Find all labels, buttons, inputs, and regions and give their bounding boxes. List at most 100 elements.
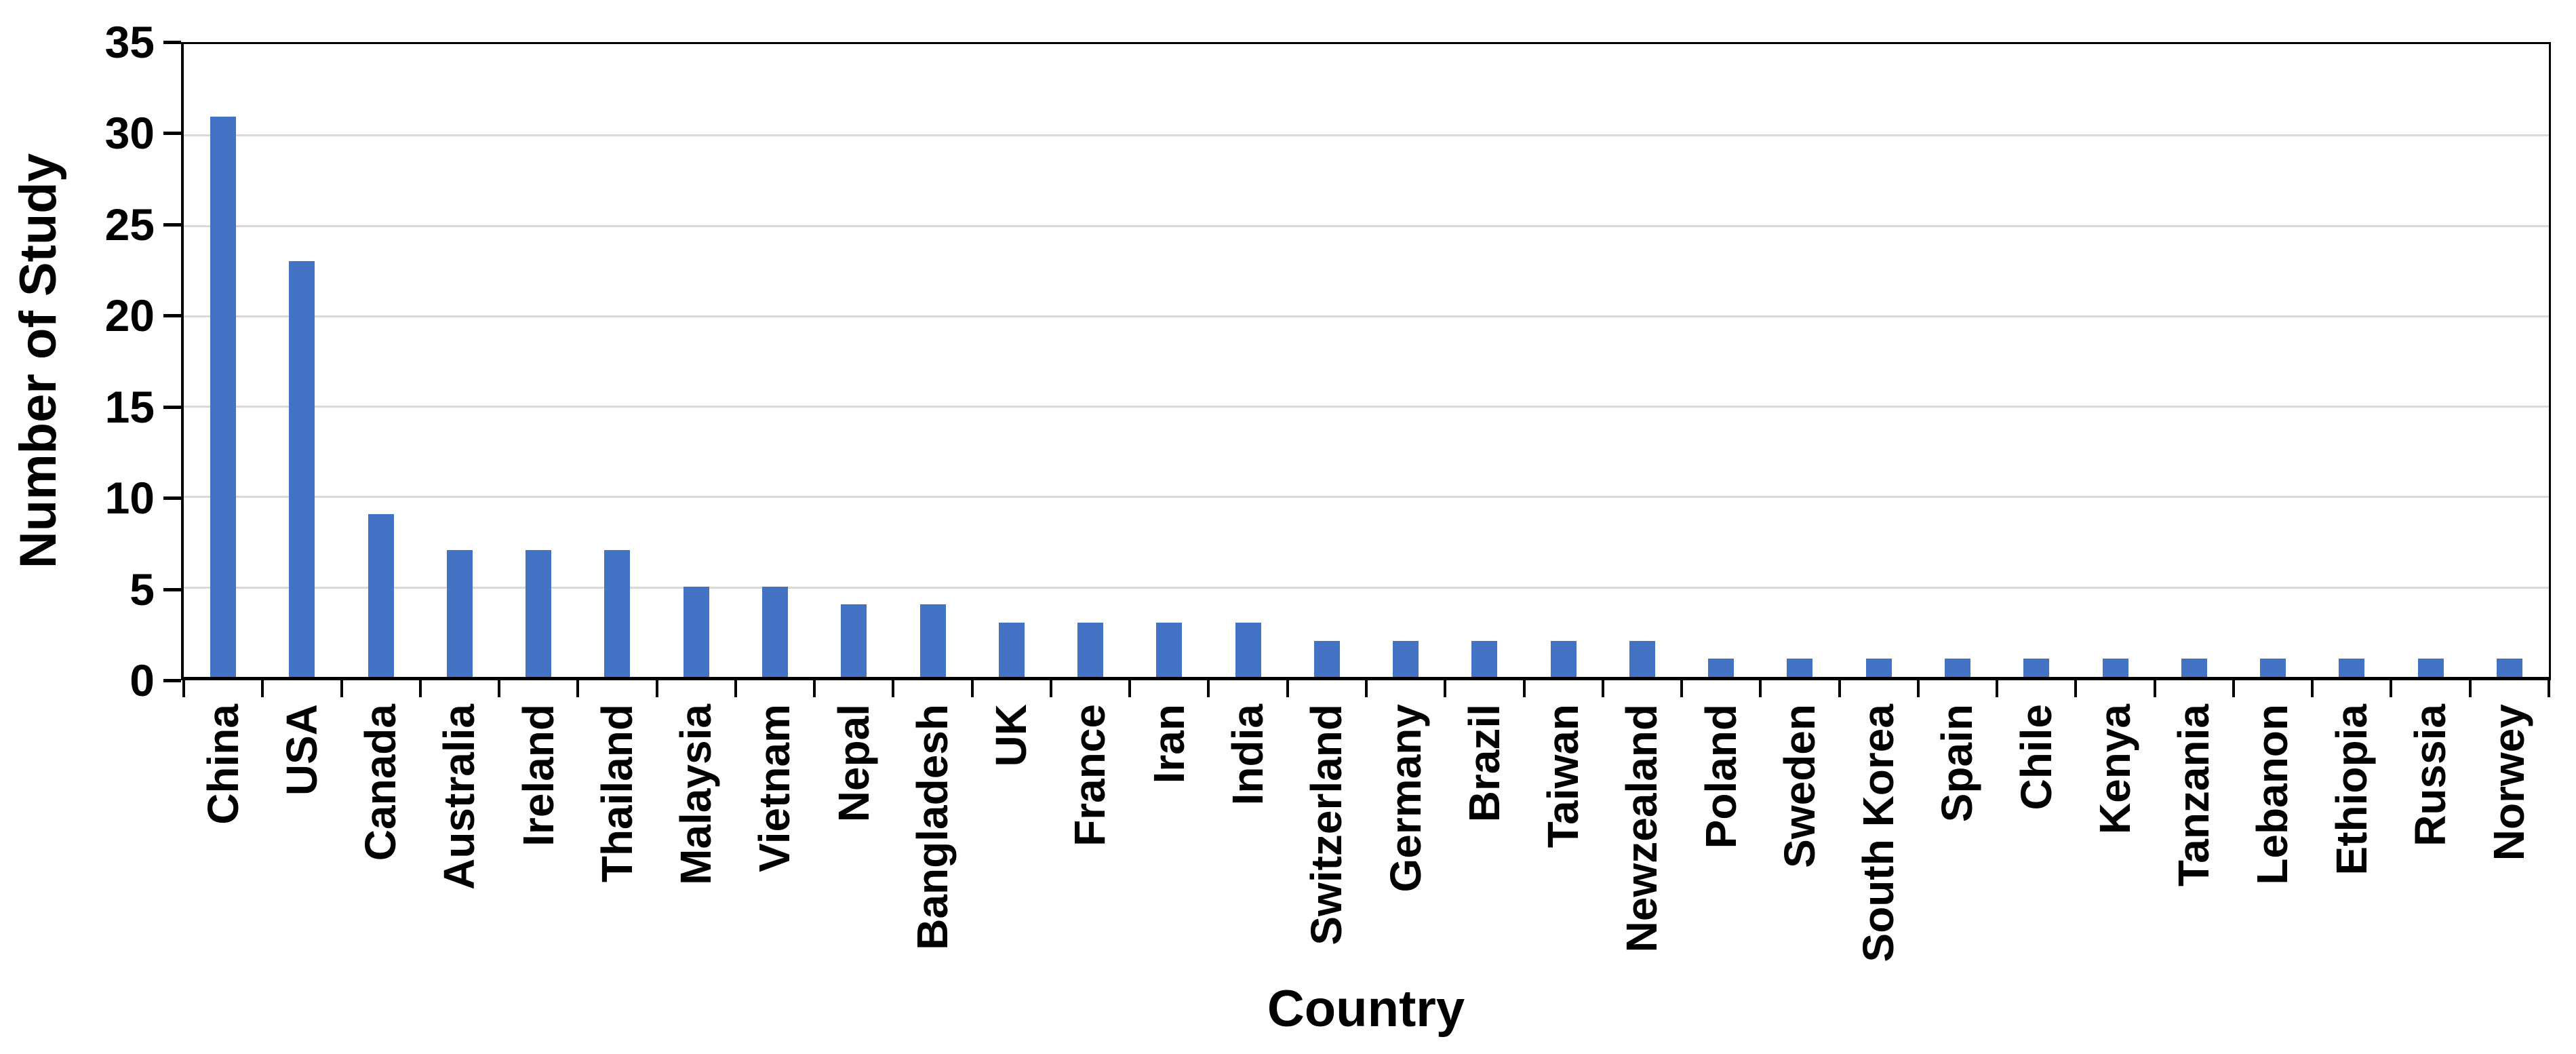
x-category-label-text: Vietnam bbox=[750, 704, 799, 872]
bar-slot-taiwan bbox=[1524, 44, 1603, 677]
bar-newzealand bbox=[1629, 640, 1655, 677]
bar-slot-ireland bbox=[499, 44, 578, 677]
bar-india bbox=[1235, 623, 1261, 677]
bar-lebanon bbox=[2260, 659, 2286, 677]
x-tick-mark-29 bbox=[2468, 679, 2472, 697]
y-tick-mark-5 bbox=[163, 587, 181, 591]
x-category-label-text: Brazil bbox=[1459, 704, 1509, 823]
x-category-label-text: Poland bbox=[1696, 704, 1745, 849]
x-axis-title: Country bbox=[1267, 980, 1465, 1038]
x-category-label-china: China bbox=[184, 704, 262, 989]
x-tick-mark-5 bbox=[576, 679, 580, 697]
gridline-5 bbox=[184, 586, 2549, 589]
x-category-label-text: India bbox=[1223, 704, 1272, 806]
gridline-10 bbox=[184, 496, 2549, 499]
bar-sweden bbox=[1787, 659, 1813, 677]
bar-slot-sweden bbox=[1760, 44, 1839, 677]
bar-france bbox=[1077, 623, 1104, 677]
x-tick-mark-20 bbox=[1759, 679, 1762, 697]
y-tick-mark-10 bbox=[163, 496, 181, 501]
x-category-label-text: Taiwan bbox=[1539, 704, 1588, 848]
x-tick-mark-22 bbox=[1916, 679, 1920, 697]
x-category-label-text: Germany bbox=[1381, 704, 1430, 893]
x-tick-mark-28 bbox=[2390, 679, 2393, 697]
y-tick-mark-30 bbox=[163, 132, 181, 136]
bar-ireland bbox=[526, 550, 552, 677]
x-category-label-canada: Canada bbox=[342, 704, 420, 989]
y-tick-mark-0 bbox=[163, 679, 181, 682]
x-category-label-text: Sweden bbox=[1775, 704, 1824, 868]
bar-slot-china bbox=[184, 44, 262, 677]
x-category-label-russia: Russia bbox=[2391, 704, 2470, 989]
x-category-label-text: Malaysia bbox=[671, 704, 721, 885]
bar-norwey bbox=[2496, 659, 2522, 677]
y-tick-mark-35 bbox=[163, 41, 181, 44]
plot-area bbox=[181, 42, 2551, 680]
x-tick-mark-18 bbox=[1601, 679, 1604, 697]
bar-slot-south-korea bbox=[1840, 44, 1918, 677]
bar-slot-norwey bbox=[2470, 44, 2549, 677]
bar-slot-vietnam bbox=[736, 44, 814, 677]
bar-iran bbox=[1156, 623, 1183, 677]
x-category-label-text: Australia bbox=[435, 704, 484, 890]
bar-slot-canada bbox=[342, 44, 420, 677]
x-tick-mark-19 bbox=[1680, 679, 1684, 697]
x-category-label-text: China bbox=[198, 704, 247, 825]
bar-uk bbox=[998, 623, 1025, 677]
y-tick-label-25: 25 bbox=[104, 199, 155, 250]
bar-poland bbox=[1708, 659, 1735, 677]
bar-chile bbox=[2023, 659, 2050, 677]
x-tick-mark-26 bbox=[2232, 679, 2235, 697]
x-tick-mark-14 bbox=[1286, 679, 1289, 697]
x-category-label-usa: USA bbox=[262, 704, 341, 989]
x-tick-mark-30 bbox=[2548, 679, 2550, 697]
x-tick-mark-21 bbox=[1838, 679, 1841, 697]
bar-slot-bangladesh bbox=[893, 44, 972, 677]
x-category-label-iran: Iran bbox=[1130, 704, 1208, 989]
bar-bangladesh bbox=[919, 604, 946, 677]
bar-germany bbox=[1393, 640, 1419, 677]
gridline-25 bbox=[184, 225, 2549, 227]
x-category-label-vietnam: Vietnam bbox=[736, 704, 814, 989]
x-category-label-brazil: Brazil bbox=[1445, 704, 1524, 989]
x-category-label-text: Newzealand bbox=[1617, 704, 1667, 953]
x-category-label-text: Switzerland bbox=[1302, 704, 1351, 945]
x-category-label-tanzania: Tanzania bbox=[2155, 704, 2234, 989]
x-category-label-malaysia: Malaysia bbox=[657, 704, 736, 989]
bar-slot-usa bbox=[262, 44, 341, 677]
bar-slot-iran bbox=[1130, 44, 1208, 677]
x-category-label-text: Ireland bbox=[513, 704, 563, 846]
x-category-label-taiwan: Taiwan bbox=[1524, 704, 1603, 989]
bar-slot-nepal bbox=[814, 44, 893, 677]
bars-layer bbox=[184, 44, 2549, 677]
x-tick-mark-8 bbox=[813, 679, 816, 697]
bar-kenya bbox=[2102, 659, 2128, 677]
x-category-label-uk: UK bbox=[972, 704, 1051, 989]
y-tick-label-30: 30 bbox=[104, 108, 155, 159]
x-tick-mark-10 bbox=[970, 679, 974, 697]
x-tick-mark-9 bbox=[892, 679, 895, 697]
x-tick-mark-15 bbox=[1365, 679, 1368, 697]
x-category-label-text: Chile bbox=[2011, 704, 2061, 811]
x-category-label-norwey: Norwey bbox=[2470, 704, 2549, 989]
x-category-label-ireland: Ireland bbox=[499, 704, 578, 989]
y-tick-label-5: 5 bbox=[130, 564, 155, 614]
bar-nepal bbox=[841, 604, 867, 677]
bar-slot-ethiopia bbox=[2312, 44, 2391, 677]
bar-china bbox=[210, 116, 237, 677]
x-category-label-switzerland: Switzerland bbox=[1288, 704, 1366, 989]
x-category-label-australia: Australia bbox=[420, 704, 499, 989]
x-tick-mark-16 bbox=[1444, 679, 1447, 697]
bar-slot-switzerland bbox=[1288, 44, 1366, 677]
bar-thailand bbox=[604, 550, 631, 677]
x-category-label-lebanon: Lebanon bbox=[2234, 704, 2312, 989]
y-tick-label-0: 0 bbox=[130, 655, 155, 705]
y-tick-mark-15 bbox=[163, 405, 181, 409]
x-category-label-text: Tanzania bbox=[2169, 704, 2219, 887]
x-category-label-germany: Germany bbox=[1366, 704, 1445, 989]
bar-slot-russia bbox=[2391, 44, 2470, 677]
x-tick-mark-11 bbox=[1049, 679, 1052, 697]
bar-slot-india bbox=[1208, 44, 1287, 677]
bar-russia bbox=[2417, 659, 2444, 677]
